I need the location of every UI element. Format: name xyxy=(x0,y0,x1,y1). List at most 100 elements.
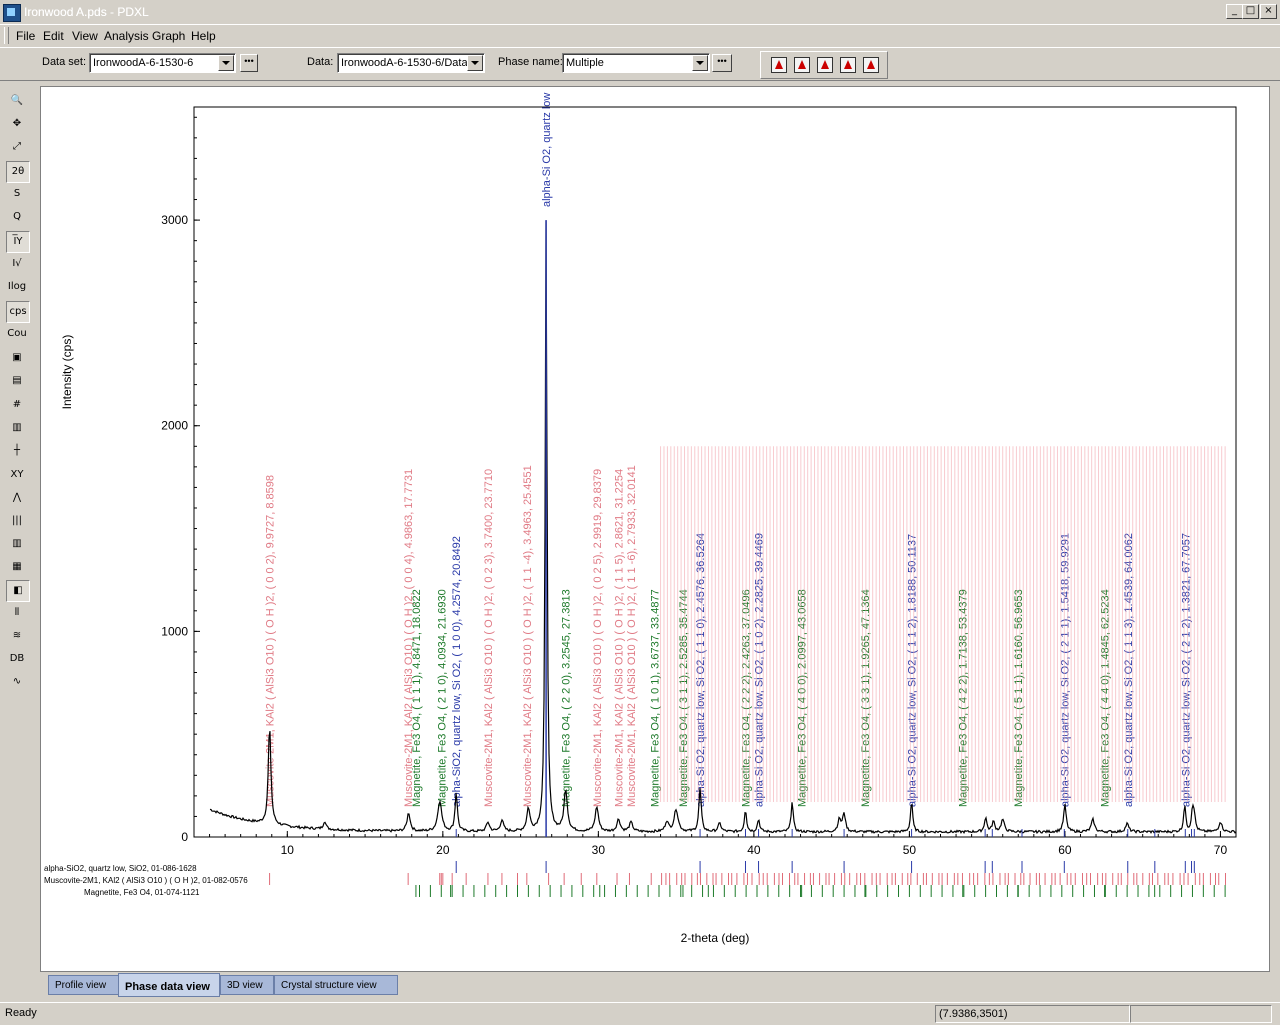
s-axis-icon[interactable]: S xyxy=(13,188,21,199)
peak-label: Muscovite-2M1, KAl2 ( AlSi3 O10 ) ( O H … xyxy=(614,469,626,807)
cps-icon[interactable]: cps xyxy=(6,301,30,323)
pan-icon[interactable]: ✥ xyxy=(12,118,22,129)
counts-icon[interactable]: Cou xyxy=(7,328,27,339)
tab-3d-view[interactable]: 3D view xyxy=(220,975,274,995)
y-tick-label: 3000 xyxy=(161,213,188,227)
chevron-down-icon[interactable] xyxy=(218,55,234,71)
two-theta-icon[interactable]: 2θ xyxy=(6,161,30,183)
x-tick-label: 70 xyxy=(1214,843,1228,857)
peak-label: Muscovite-2M1, KAl2 ( AlSi3 O10 ) ( O H … xyxy=(483,469,495,807)
phase-more-button[interactable]: ••• xyxy=(712,54,732,72)
tab-phase-data-view[interactable]: Phase data view xyxy=(118,973,220,997)
peak-style-5-icon[interactable] xyxy=(863,57,879,73)
intensity-icon[interactable]: I̅Y xyxy=(6,231,30,253)
phase-bars-icon[interactable]: ▥ xyxy=(12,538,22,549)
diff-icon[interactable]: ≋ xyxy=(12,630,22,641)
peak-style-4-icon[interactable] xyxy=(840,57,856,73)
peak-icon[interactable]: ⋀ xyxy=(12,492,22,503)
marker-icon[interactable]: ◧ xyxy=(6,580,30,602)
fit-curve-icon[interactable]: ∿ xyxy=(12,676,22,687)
data-combo[interactable]: IronwoodA-6-1530-6/Data xyxy=(337,53,485,73)
y-axis-label: Intensity (cps) xyxy=(60,335,74,410)
y-tick-label: 0 xyxy=(181,830,188,844)
phase-name-value: Multiple xyxy=(566,57,604,69)
intensity-profile-line xyxy=(209,220,1237,835)
y-tick-label: 2000 xyxy=(161,419,188,433)
db-icon[interactable]: DB xyxy=(9,653,25,664)
xy-icon[interactable]: XY xyxy=(10,469,24,480)
phase-name-combo[interactable]: Multiple xyxy=(562,53,710,73)
camera-icon[interactable]: ▣ xyxy=(12,352,22,363)
stick-icon[interactable]: ⫴ xyxy=(14,607,20,618)
sqrt-intensity-icon[interactable]: I√ xyxy=(12,258,22,269)
menu-view[interactable]: View xyxy=(72,29,98,43)
dataset-combo[interactable]: IronwoodA-6-1530-6 xyxy=(89,53,236,73)
xrd-pattern-chart[interactable]: 10 20 30 40 50 60 70 0 1000 2000 3000 2-theta (deg)… xyxy=(41,87,1269,971)
peak-label: Muscovite-2M1, KAl2 ( AlSi3 O10 ) ( O H … xyxy=(626,465,638,807)
q-axis-icon[interactable]: Q xyxy=(13,211,21,222)
grid-icon[interactable]: # xyxy=(12,399,22,410)
x-tick-label: 40 xyxy=(747,843,761,857)
tab-crystal-structure-view[interactable]: Crystal structure view xyxy=(274,975,398,995)
graph-tools-toolbar: 🔍 ✥ ⤢ 2θ S Q I̅Y I√ Ilog cps Cou ▣ ▤ # ▥ ┼ XY ⋀ ||| ▥ ▦ ◧ ⫴ ≋ DB… xyxy=(4,87,30,717)
chevron-down-icon[interactable] xyxy=(467,55,483,71)
peak-label: Muscovite-2M1, KAl2 ( AlSi3 O10 ) ( O H … xyxy=(522,465,534,807)
peak-label: Magnetite, Fe3 O4, ( 5 1 1), 1.6160, 56.… xyxy=(1013,589,1025,807)
peak-label: Magnetite, Fe3 O4, ( 2 1 0), 4.0934, 21.… xyxy=(436,589,448,807)
maximize-button[interactable]: □ xyxy=(1242,4,1259,19)
menu-grip xyxy=(4,27,9,44)
peak-style-1-icon[interactable] xyxy=(771,57,787,73)
peak-label: alpha-Si O2, quartz low, Si O2, ( 2 1 1)… xyxy=(1059,533,1071,807)
app-icon xyxy=(3,4,21,22)
peak-label: Magnetite, Fe3 O4, ( 4 2 2), 1.7138, 53.… xyxy=(958,589,970,807)
minimize-button[interactable]: _ xyxy=(1226,4,1243,19)
pattern-icon[interactable]: ▦ xyxy=(12,561,22,572)
peak-display-toolbar xyxy=(760,51,888,79)
bars-icon[interactable]: ||| xyxy=(11,515,23,526)
view-tabs: Profile view Phase data view 3D view Cry… xyxy=(40,973,1268,997)
peak-label: Magnetite, Fe3 O4, ( 4 0 0), 2.0997, 43.… xyxy=(797,589,809,807)
menu-graph[interactable]: Graph xyxy=(152,29,186,43)
data-value: IronwoodA-6-1530-6/Data xyxy=(341,57,468,69)
peak-label: Muscovite-2M1, KAl2 ( AlSi3 O10 ) ( O H … xyxy=(403,469,415,807)
plot-frame xyxy=(193,106,1237,838)
copy-icon[interactable]: ▤ xyxy=(12,375,22,386)
axis-icon[interactable]: ┼ xyxy=(13,445,21,456)
close-button[interactable]: × xyxy=(1260,4,1277,19)
peak-labels: Muscovite-2M1, KAl2 ( AlSi3 O10 ) ( O H … xyxy=(265,93,1193,807)
cursor-coordinates: (7.9386,3501) xyxy=(935,1005,1130,1023)
tab-profile-view[interactable]: Profile view xyxy=(48,975,120,995)
phase-name-label: Muscovite-2M1, KAl2 ( AlSi3 O10 ) ( O H … xyxy=(44,876,248,885)
peak-label: Magnetite, Fe3 O4, ( 2 2 0), 3.2545, 27.… xyxy=(561,589,573,807)
dataset-label: Data set: xyxy=(42,56,87,68)
phase-name-label: Magnetite, Fe3 O4, 01-074-1121 xyxy=(84,888,200,897)
menu-analysis[interactable]: Analysis xyxy=(104,29,149,43)
menu-bar: File Edit View Analysis Graph Help xyxy=(0,25,1280,46)
window-title: Ironwood A.pds - PDXL xyxy=(24,5,149,19)
log-intensity-icon[interactable]: Ilog xyxy=(7,281,27,292)
zoom-icon[interactable]: 🔍 xyxy=(10,95,24,106)
status-bar: Ready (7.9386,3501) xyxy=(0,1002,1280,1025)
peak-label: alpha-Si O2, quartz low xyxy=(541,93,553,207)
menu-edit[interactable]: Edit xyxy=(43,29,64,43)
peak-label: alpha-Si O2, quartz low, Si O2, ( 2 1 2)… xyxy=(1180,533,1192,807)
peak-label: Muscovite-2M1, KAl2 ( AlSi3 O10 ) ( O H … xyxy=(592,469,604,807)
peak-style-2-icon[interactable] xyxy=(794,57,810,73)
title-bar: Ironwood A.pds - PDXL _ □ × xyxy=(0,0,1280,25)
dataset-more-button[interactable]: ••• xyxy=(240,54,258,72)
phase-name-label: alpha-SiO2, quartz low, SiO2, 01-086-162… xyxy=(44,864,197,873)
x-tick-label: 10 xyxy=(281,843,295,857)
peak-style-3-icon[interactable] xyxy=(817,57,833,73)
muscovite-dense-labels xyxy=(660,446,1226,802)
fit-icon[interactable]: ⤢ xyxy=(13,141,21,152)
data-toolbar: Data set: IronwoodA-6-1530-6 ••• Data: I… xyxy=(0,47,1280,81)
x-tick-label: 20 xyxy=(436,843,450,857)
menu-help[interactable]: Help xyxy=(191,29,216,43)
x-tick-label: 60 xyxy=(1058,843,1072,857)
note-icon[interactable]: ▥ xyxy=(12,422,22,433)
menu-file[interactable]: File xyxy=(16,29,36,43)
phase-data-plot-pane: 10 20 30 40 50 60 70 0 1000 2000 3000 2-theta (deg)… xyxy=(40,86,1270,972)
x-axis-label: 2-theta (deg) xyxy=(681,931,750,945)
chevron-down-icon[interactable] xyxy=(692,55,708,71)
data-label: Data: xyxy=(307,56,334,68)
